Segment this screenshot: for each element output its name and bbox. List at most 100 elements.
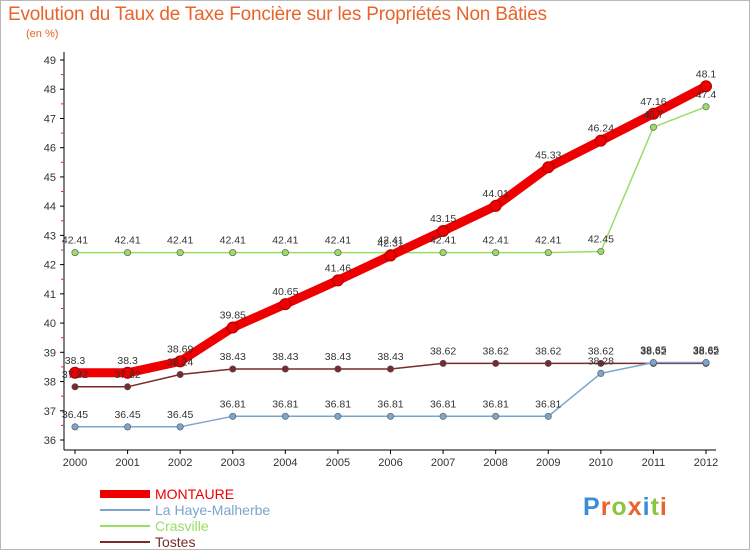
data-label: 36.81 [535,398,561,410]
data-point [594,134,607,147]
data-point [69,366,81,379]
data-point [174,355,187,368]
data-label: 42.41 [325,235,351,247]
data-point [71,423,79,431]
data-point [229,249,237,257]
y-tick-label: 49 [44,55,56,67]
data-point [121,366,134,379]
data-point [334,412,342,420]
y-tick-label: 48 [44,84,56,96]
data-label: 38.43 [325,351,351,363]
data-point [124,423,132,431]
data-label: 36.45 [114,409,140,421]
x-tick-label: 2002 [168,457,192,469]
data-label: 38.62 [535,345,561,357]
data-label: 47.16 [640,96,666,108]
data-point [647,107,660,120]
data-label: 42.41 [220,235,246,247]
data-label: 38.62 [430,345,456,357]
data-point [492,412,500,420]
data-label: 42.41 [535,235,561,247]
data-label: 36.81 [220,398,246,410]
data-label: 42.31 [377,238,403,250]
data-point [544,412,552,420]
logo-letter: t [650,493,660,521]
data-point [176,249,184,257]
x-tick-label: 2006 [378,457,402,469]
data-label: 36.81 [430,398,456,410]
data-point [544,249,552,257]
data-point [331,274,344,287]
data-point [597,369,605,377]
legend-label: Crasville [155,518,209,534]
data-label: 47.4 [696,89,717,101]
data-label: 36.45 [167,409,193,421]
data-label: 42.41 [377,235,403,247]
x-tick-label: 2000 [63,457,87,469]
y-tick-label: 37 [44,406,56,418]
logo-letter: i [659,493,668,521]
data-point [702,359,710,367]
logo-letter: x [627,493,643,521]
data-point [542,161,555,174]
y-tick-label: 40 [44,318,56,330]
data-point [124,249,132,257]
data-label: 38.24 [167,357,193,369]
x-tick-label: 2011 [642,457,666,469]
data-label: 42.41 [167,235,193,247]
data-point [176,423,184,431]
data-label: 38.65 [640,345,666,357]
chart-title: Evolution du Taux de Taxe Foncière sur l… [8,4,547,25]
data-label: 36.81 [483,398,509,410]
data-point [702,103,710,111]
data-label: 44.01 [483,188,509,200]
x-tick-label: 2004 [273,457,297,469]
y-tick-label: 36 [44,435,56,447]
y-tick-label: 42 [44,260,56,272]
data-point [649,359,657,367]
data-label: 42.41 [62,235,88,247]
data-point [439,412,447,420]
x-tick-label: 2008 [483,457,507,469]
x-tick-label: 2012 [694,457,718,469]
data-point [700,80,712,93]
y-tick-label: 43 [44,230,56,242]
data-point [229,412,237,420]
logo-letter: P [583,493,601,521]
data-point [334,249,342,257]
data-label: 38.62 [693,345,719,357]
legend-label: La Haye-Malherbe [155,502,271,518]
data-point [334,365,342,373]
data-label: 36.81 [325,398,351,410]
data-label: 39.85 [220,309,246,321]
data-point [492,249,500,257]
data-point [489,199,502,212]
legend-label: Tostes [155,534,196,550]
y-tick-label: 47 [44,113,56,125]
data-point [386,365,394,373]
data-label: 38.69 [167,343,193,355]
data-point [124,383,132,391]
x-tick-label: 2009 [536,457,560,469]
data-point [439,249,447,257]
data-label: 36.45 [62,409,88,421]
data-label: 38.43 [272,351,298,363]
data-label: 38.62 [640,345,666,357]
data-label: 42.41 [272,235,298,247]
legend-swatch [100,509,150,511]
y-tick-label: 44 [44,201,56,213]
data-label: 45.33 [535,149,561,161]
data-label: 38.3 [65,355,86,367]
data-label: 42.41 [483,235,509,247]
data-point [439,359,447,367]
data-label: 38.3 [117,355,138,367]
data-point [437,225,450,237]
y-tick-label: 38 [44,377,56,389]
data-point [279,298,292,311]
data-point [492,359,500,367]
logo-letter: o [611,493,628,521]
y-tick-label: 41 [44,289,56,301]
data-point [597,359,605,367]
